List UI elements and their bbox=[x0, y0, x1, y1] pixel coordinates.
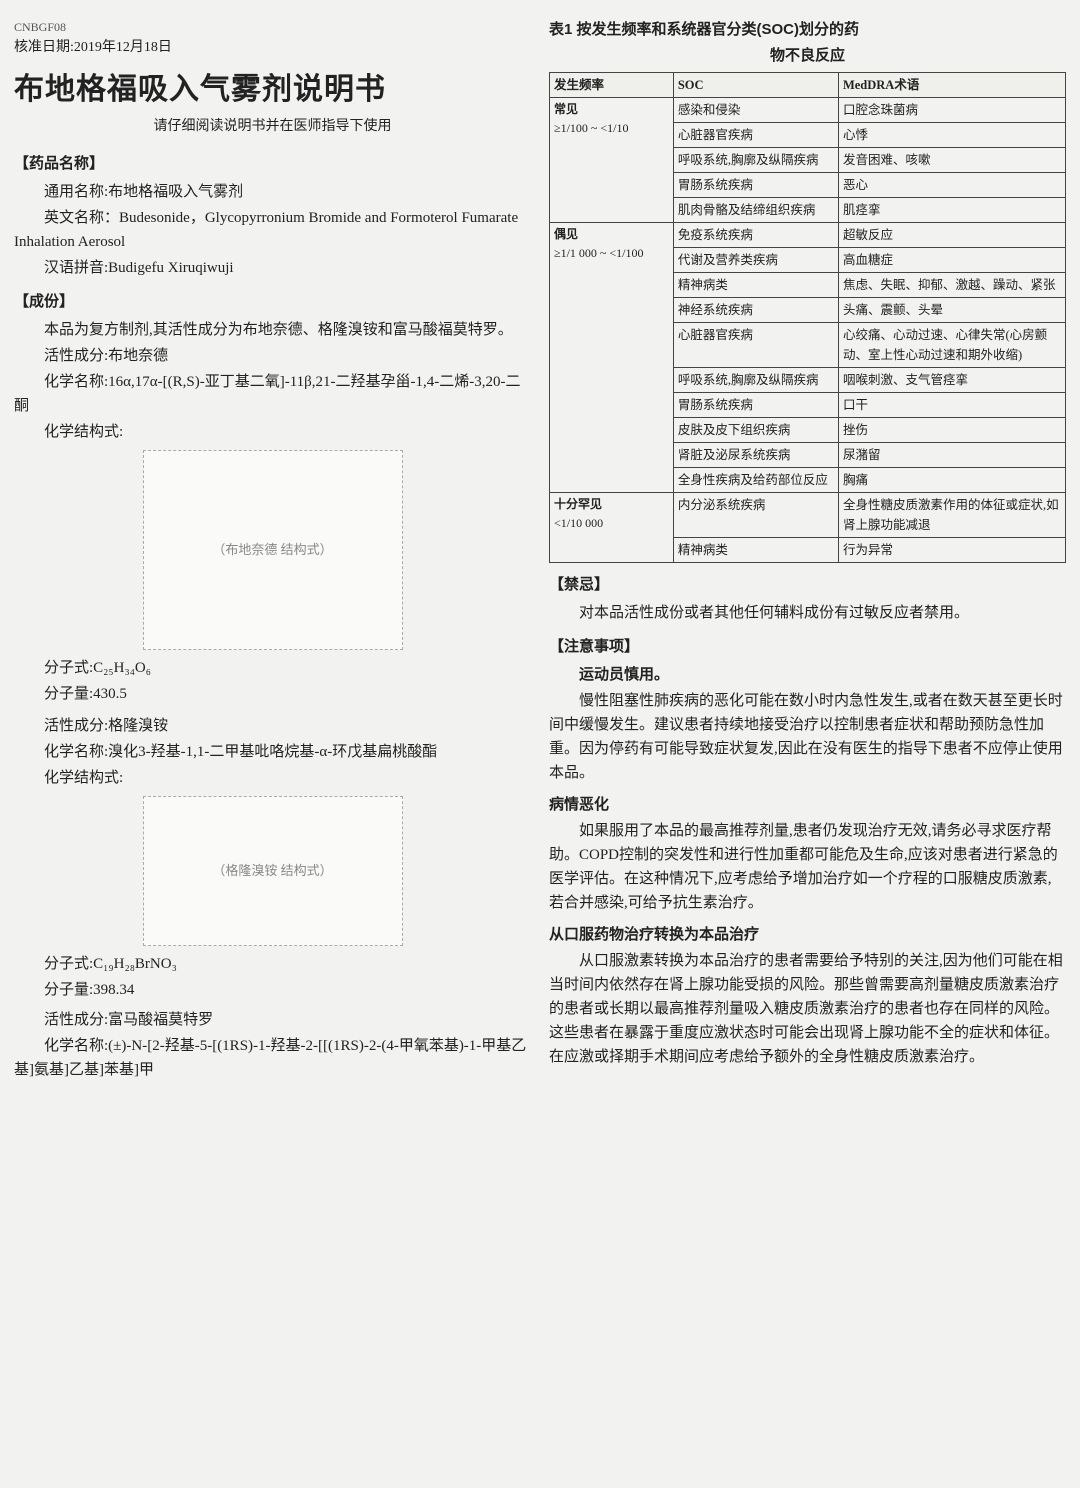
chronic-text: 慢性阻塞性肺疾病的恶化可能在数小时内急性发生,或者在数天甚至更长时间中缓慢发生。… bbox=[549, 689, 1066, 785]
english-name: 英文名称：Budesonide，Glycopyrronium Bromide a… bbox=[14, 206, 531, 254]
table-row: 十分罕见<1/10 000内分泌系统疾病全身性糖皮质激素作用的体征或症状,如肾上… bbox=[550, 493, 1066, 538]
frequency-cell: 常见≥1/100 ~ <1/10 bbox=[550, 98, 674, 223]
soc-cell: 感染和侵染 bbox=[673, 98, 838, 123]
frequency-cell: 偶见≥1/1 000 ~ <1/100 bbox=[550, 223, 674, 493]
term-cell: 全身性糖皮质激素作用的体征或症状,如肾上腺功能减退 bbox=[838, 493, 1065, 538]
soc-cell: 心脏器官疾病 bbox=[673, 123, 838, 148]
term-cell: 尿潴留 bbox=[838, 443, 1065, 468]
soc-cell: 心脏器官疾病 bbox=[673, 323, 838, 368]
molecular-weight-2: 分子量:398.34 bbox=[14, 978, 531, 1002]
active-ingredient-2: 活性成分:格隆溴铵 bbox=[14, 714, 531, 738]
term-cell: 发音困难、咳嗽 bbox=[838, 148, 1065, 173]
pinyin-name: 汉语拼音:Budigefu Xiruqiwuji bbox=[14, 256, 531, 280]
contraindications-text: 对本品活性成份或者其他任何辅料成份有过敏反应者禁用。 bbox=[549, 601, 1066, 625]
term-cell: 高血糖症 bbox=[838, 248, 1065, 273]
soc-cell: 精神病类 bbox=[673, 273, 838, 298]
switch-text: 从口服激素转换为本品治疗的患者需要给予特别的关注,因为他们可能在相当时间内依然存… bbox=[549, 949, 1066, 1069]
athlete-caution: 运动员慎用。 bbox=[549, 663, 1066, 687]
doc-code: CNBGF08 bbox=[14, 18, 531, 37]
section-contraindications: 【禁忌】 bbox=[549, 573, 1066, 597]
structure-label-1: 化学结构式: bbox=[14, 420, 531, 444]
structure-diagram-1: （布地奈德 结构式） bbox=[143, 450, 403, 650]
molecular-weight-1: 分子量:430.5 bbox=[14, 682, 531, 706]
soc-cell: 呼吸系统,胸廓及纵隔疾病 bbox=[673, 148, 838, 173]
molecular-formula-1: 分子式:C₂₅H₃₄O₆ bbox=[14, 656, 531, 680]
soc-cell: 胃肠系统疾病 bbox=[673, 173, 838, 198]
soc-cell: 内分泌系统疾病 bbox=[673, 493, 838, 538]
structure-label-2: 化学结构式: bbox=[14, 766, 531, 790]
term-cell: 行为异常 bbox=[838, 538, 1065, 563]
switch-heading: 从口服药物治疗转换为本品治疗 bbox=[549, 923, 1066, 947]
header-frequency: 发生频率 bbox=[550, 73, 674, 98]
term-cell: 超敏反应 bbox=[838, 223, 1065, 248]
section-ingredients: 【成份】 bbox=[14, 290, 531, 314]
soc-cell: 全身性疾病及给药部位反应 bbox=[673, 468, 838, 493]
generic-name: 通用名称:布地格福吸入气雾剂 bbox=[14, 180, 531, 204]
soc-cell: 呼吸系统,胸廓及纵隔疾病 bbox=[673, 368, 838, 393]
approval-date: 核准日期:2019年12月18日 bbox=[14, 37, 531, 59]
soc-cell: 胃肠系统疾病 bbox=[673, 393, 838, 418]
term-cell: 心悸 bbox=[838, 123, 1065, 148]
table-row: 常见≥1/100 ~ <1/10感染和侵染口腔念珠菌病 bbox=[550, 98, 1066, 123]
soc-cell: 精神病类 bbox=[673, 538, 838, 563]
table-row: 偶见≥1/1 000 ~ <1/100免疫系统疾病超敏反应 bbox=[550, 223, 1066, 248]
section-precautions: 【注意事项】 bbox=[549, 635, 1066, 659]
soc-cell: 肾脏及泌尿系统疾病 bbox=[673, 443, 838, 468]
worsening-text: 如果服用了本品的最高推荐剂量,患者仍发现治疗无效,请务必寻求医疗帮助。COPD控… bbox=[549, 819, 1066, 915]
document-subtitle: 请仔细阅读说明书并在医师指导下使用 bbox=[14, 116, 531, 138]
soc-cell: 代谢及营养类疾病 bbox=[673, 248, 838, 273]
term-cell: 胸痛 bbox=[838, 468, 1065, 493]
section-drug-name: 【药品名称】 bbox=[14, 152, 531, 176]
adverse-reaction-table: 发生频率 SOC MedDRA术语 常见≥1/100 ~ <1/10感染和侵染口… bbox=[549, 72, 1066, 563]
active-ingredient-1: 活性成分:布地奈德 bbox=[14, 344, 531, 368]
term-cell: 心绞痛、心动过速、心律失常(心房颤动、室上性心动过速和期外收缩) bbox=[838, 323, 1065, 368]
term-cell: 肌痉挛 bbox=[838, 198, 1065, 223]
term-cell: 头痛、震颤、头晕 bbox=[838, 298, 1065, 323]
table-caption-line2: 物不良反应 bbox=[549, 44, 1066, 68]
term-cell: 恶心 bbox=[838, 173, 1065, 198]
term-cell: 口腔念珠菌病 bbox=[838, 98, 1065, 123]
worsening-heading: 病情恶化 bbox=[549, 793, 1066, 817]
soc-cell: 神经系统疾病 bbox=[673, 298, 838, 323]
frequency-cell: 十分罕见<1/10 000 bbox=[550, 493, 674, 563]
active-ingredient-3: 活性成分:富马酸福莫特罗 bbox=[14, 1008, 531, 1032]
table-header-row: 发生频率 SOC MedDRA术语 bbox=[550, 73, 1066, 98]
term-cell: 焦虑、失眠、抑郁、激越、躁动、紧张 bbox=[838, 273, 1065, 298]
term-cell: 咽喉刺激、支气管痉挛 bbox=[838, 368, 1065, 393]
chemical-name-1: 化学名称:16α,17α-[(R,S)-亚丁基二氧]-11β,21-二羟基孕甾-… bbox=[14, 370, 531, 418]
left-column: CNBGF08 核准日期:2019年12月18日 布地格福吸入气雾剂说明书 请仔… bbox=[14, 18, 531, 1470]
header-meddra: MedDRA术语 bbox=[838, 73, 1065, 98]
structure-diagram-2: （格隆溴铵 结构式） bbox=[143, 796, 403, 946]
chemical-name-2: 化学名称:溴化3-羟基-1,1-二甲基吡咯烷基-α-环戊基扁桃酸酯 bbox=[14, 740, 531, 764]
right-column: 表1 按发生频率和系统器官分类(SOC)划分的药 物不良反应 发生频率 SOC … bbox=[549, 18, 1066, 1470]
chemical-name-3: 化学名称:(±)-N-[2-羟基-5-[(1RS)-1-羟基-2-[[(1RS)… bbox=[14, 1034, 531, 1082]
table-caption-line1: 表1 按发生频率和系统器官分类(SOC)划分的药 bbox=[549, 18, 1066, 42]
soc-cell: 皮肤及皮下组织疾病 bbox=[673, 418, 838, 443]
ingredients-intro: 本品为复方制剂,其活性成分为布地奈德、格隆溴铵和富马酸福莫特罗。 bbox=[14, 318, 531, 342]
term-cell: 口干 bbox=[838, 393, 1065, 418]
document-title: 布地格福吸入气雾剂说明书 bbox=[14, 66, 531, 114]
molecular-formula-2: 分子式:C₁₉H₂₈BrNO₃ bbox=[14, 952, 531, 976]
header-soc: SOC bbox=[673, 73, 838, 98]
soc-cell: 免疫系统疾病 bbox=[673, 223, 838, 248]
term-cell: 挫伤 bbox=[838, 418, 1065, 443]
soc-cell: 肌肉骨骼及结缔组织疾病 bbox=[673, 198, 838, 223]
